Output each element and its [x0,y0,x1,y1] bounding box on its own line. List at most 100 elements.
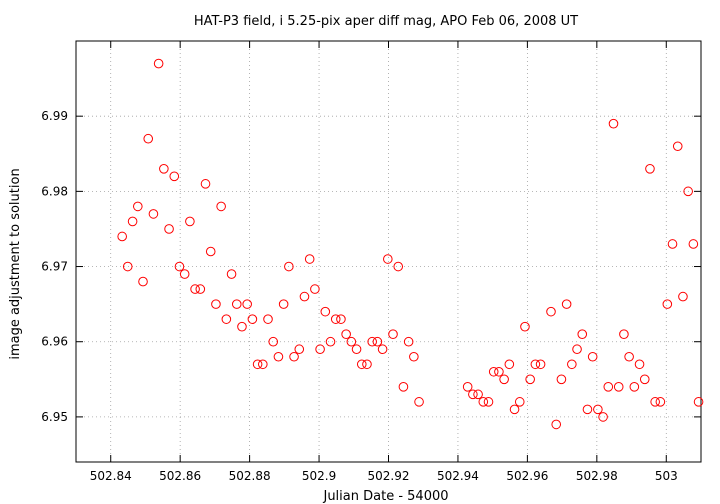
y-tick-label: 6.95 [41,410,68,424]
data-point [650,397,660,407]
data-point [409,351,419,362]
data-point [683,186,693,197]
data-point [414,397,424,407]
y-tick-label: 6.99 [41,109,68,123]
data-point [587,351,598,362]
data-point [561,299,572,309]
data-point [258,359,268,370]
data-point [143,133,154,144]
data-point [655,397,666,407]
data-point [567,359,577,370]
data-point [494,366,504,377]
x-tick-label: 502.84 [90,469,132,483]
data-point [127,216,138,227]
data-point [117,231,127,242]
data-point [619,329,629,339]
x-tick-label: 503 [655,469,678,483]
x-tick-label: 502.9 [302,469,336,483]
data-point [613,382,624,392]
data-point [462,382,473,392]
data-point [195,284,206,294]
data-point [174,261,185,272]
data-point [398,382,409,392]
data-point [598,412,608,422]
data-point [572,344,582,355]
data-point [377,344,388,355]
data-point [200,179,211,189]
data-point [341,329,351,339]
data-point [133,201,143,212]
data-point [351,344,362,355]
data-point [273,351,284,362]
data-point [247,314,258,324]
data-point [535,359,546,370]
data-point [662,299,673,309]
data-point [483,397,494,407]
x-tick-labels: 502.84 502.86 502.88 502.9 502.92 502.94 502.9… [90,469,678,483]
data-point [315,344,325,355]
data-point [289,351,299,362]
data-point [226,269,237,279]
data-point [237,321,247,332]
data-point [468,389,478,400]
data-point [593,404,603,415]
data-point [284,261,294,272]
data-point [304,254,315,264]
plot-frame [75,40,702,463]
data-point [346,336,357,347]
data-point [294,344,305,355]
y-tick-labels: 6.95 6.96 6.97 6.98 6.99 [41,109,68,424]
data-point [546,306,556,317]
data-point [138,276,148,287]
y-tick-label: 6.96 [41,335,68,349]
data-point [624,351,634,362]
x-tick-label: 502.98 [576,469,618,483]
data-point [231,299,242,309]
data-point [268,336,279,347]
data-point [678,291,688,302]
data-point [478,397,489,407]
data-point [367,336,377,347]
data-point [310,284,320,294]
data-point [520,321,530,332]
x-axis-label: Julian Date - 54000 [322,489,448,504]
data-point [639,374,650,385]
data-point [551,419,562,430]
data-point [278,299,289,309]
data-points [117,58,704,430]
data-point [525,374,535,385]
y-tick-label: 6.98 [41,184,68,198]
data-point [403,336,414,347]
data-point [393,261,404,272]
y-axis-label: image adjustment to solution [8,168,23,359]
x-tick-label: 502.94 [437,469,479,483]
data-point [221,314,232,324]
data-point [530,359,541,370]
data-point [488,366,499,377]
data-point [672,141,683,152]
data-point [608,118,619,129]
data-point [325,336,336,347]
data-point [336,314,346,324]
data-point [216,201,226,212]
data-point [499,374,509,385]
data-point [159,164,169,174]
data-point [634,359,645,370]
x-tick-label: 502.96 [506,469,548,483]
data-point [179,269,190,279]
data-point [263,314,273,324]
data-point [582,404,593,415]
data-point [320,306,331,317]
grid [76,41,701,462]
data-point [153,58,164,69]
data-point [356,359,367,370]
data-point [577,329,588,339]
y-tick-label: 6.97 [41,260,68,274]
data-point [667,239,678,249]
data-point [372,336,383,347]
data-point [299,291,310,302]
data-point [252,359,263,370]
x-tick-label: 502.88 [229,469,271,483]
